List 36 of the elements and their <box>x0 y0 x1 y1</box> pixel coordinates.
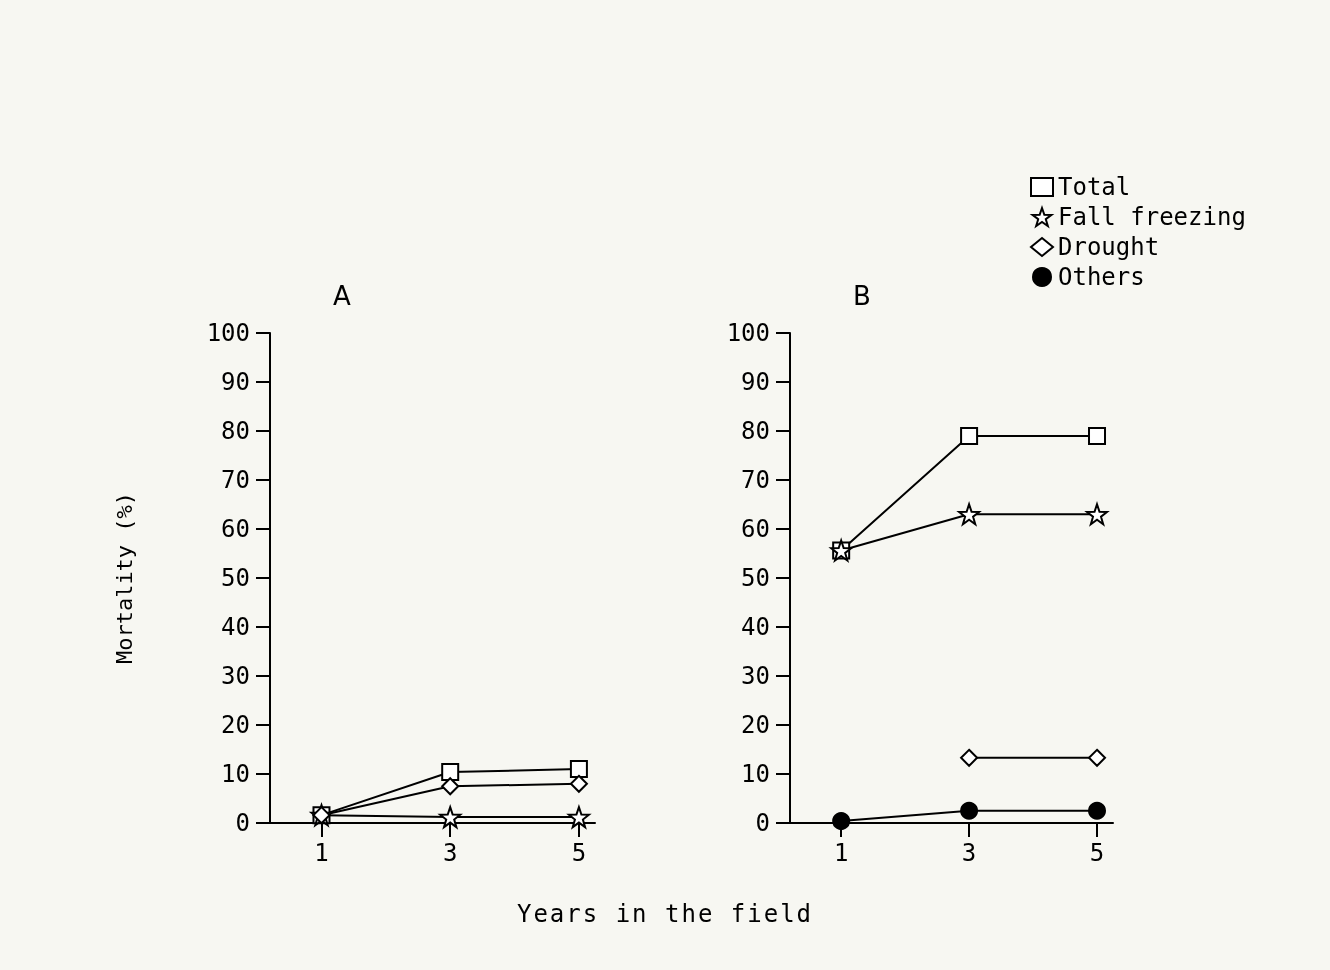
y-axis-title: Mortality (%) <box>111 491 137 665</box>
y-tick-label: 30 <box>221 662 250 690</box>
y-tick-label: 90 <box>221 368 250 396</box>
y-tick-label: 50 <box>741 564 770 592</box>
y-tick-label: 80 <box>741 417 770 445</box>
y-tick-label: 70 <box>741 466 770 494</box>
chart-title: A <box>333 281 351 311</box>
y-tick-label: 30 <box>741 662 770 690</box>
y-tick-label: 40 <box>221 613 250 641</box>
y-tick-label: 70 <box>221 466 250 494</box>
y-tick-label: 90 <box>741 368 770 396</box>
y-tick-label: 40 <box>741 613 770 641</box>
y-tick-label: 50 <box>221 564 250 592</box>
y-tick-label: 20 <box>221 711 250 739</box>
y-tick-label: 0 <box>235 809 250 837</box>
x-tick-label: 3 <box>442 839 458 867</box>
y-tick-label: 100 <box>726 319 770 347</box>
legend-label: Others <box>1058 263 1145 291</box>
x-tick-label: 5 <box>571 839 587 867</box>
y-tick-label: 0 <box>755 809 770 837</box>
x-axis-title: Years in the field <box>515 900 815 928</box>
y-tick-label: 80 <box>221 417 250 445</box>
x-tick-label: 3 <box>961 839 977 867</box>
y-tick-label: 10 <box>741 760 770 788</box>
y-tick-label: 10 <box>221 760 250 788</box>
x-tick-label: 1 <box>314 839 329 867</box>
chart-title: B <box>853 281 871 311</box>
legend-label: Total <box>1058 173 1131 201</box>
y-tick-label: 100 <box>206 319 250 347</box>
legend-label: Drought <box>1058 233 1160 261</box>
y-tick-label: 60 <box>741 515 770 543</box>
x-tick-label: 5 <box>1089 839 1105 867</box>
legend-label: Fall freezing <box>1058 203 1246 231</box>
y-tick-label: 20 <box>741 711 770 739</box>
y-tick-label: 60 <box>221 515 250 543</box>
x-tick-label: 1 <box>833 839 849 867</box>
